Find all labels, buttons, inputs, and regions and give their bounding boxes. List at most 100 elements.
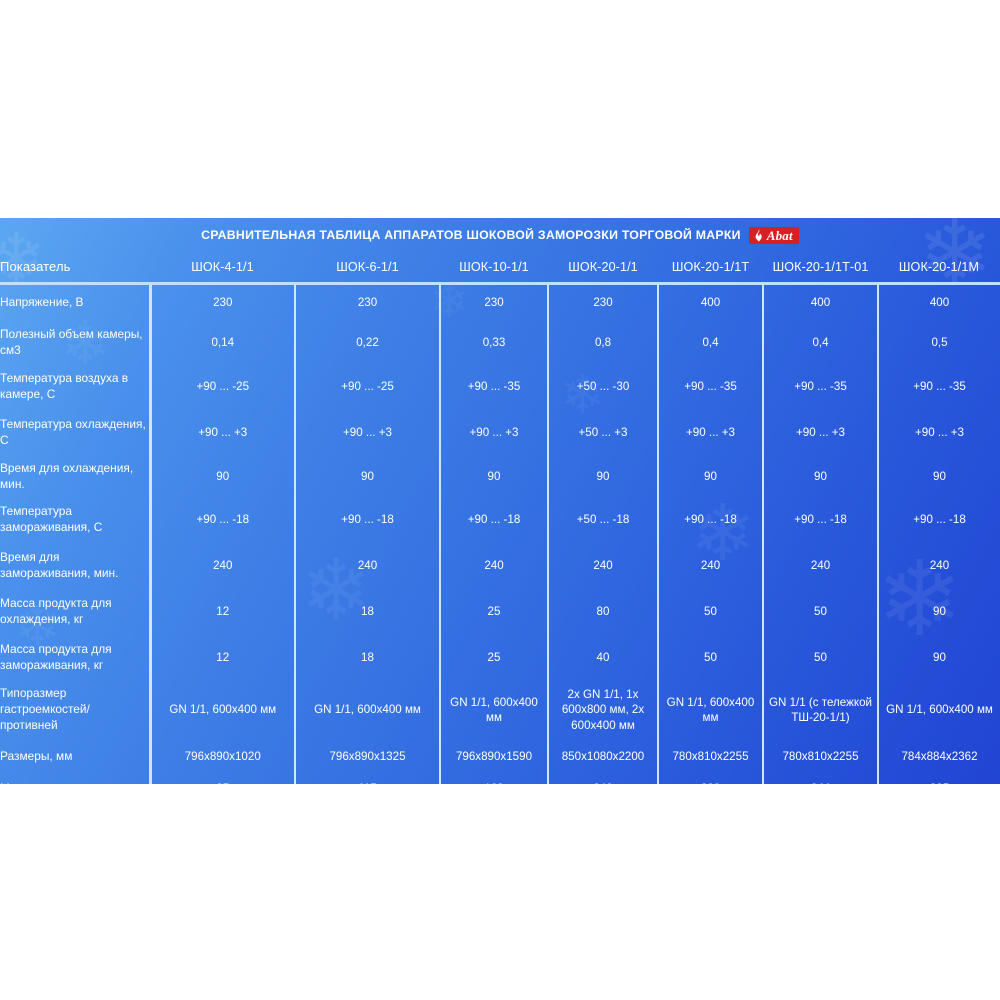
- table-cell: 240: [657, 543, 763, 589]
- table-row: Типоразмер гастроемкостей/ противней GN 1…: [0, 681, 1000, 739]
- column-header-shok-20-t-01: ШОК-20-1/1Т-01: [763, 252, 878, 285]
- table-cell: 400: [877, 283, 1000, 321]
- table-cell: 90: [148, 456, 295, 497]
- table-row: Напряжение, В 230 230 230 230 400 400 400: [0, 283, 1000, 321]
- table-row: Температура охлаждения, С +90 ... +3 +90 .…: [0, 410, 1000, 456]
- table-cell: 0,4: [762, 321, 878, 364]
- table-cell: GN 1/1, 600x400 мм: [877, 681, 1000, 739]
- poster-title-bar: СРАВНИТЕЛЬНАЯ ТАБЛИЦА АППАРАТОВ ШОКОВОЙ …: [0, 218, 1000, 252]
- table-cell: GN 1/1, 600x400 мм: [294, 681, 440, 739]
- table-cell: 85: [148, 774, 295, 784]
- table-cell: +90 ... -25: [148, 364, 295, 410]
- row-label: Время для замораживания, мин.: [0, 550, 119, 580]
- table-cell: 230: [294, 283, 440, 321]
- table-cell: +90 ... -35: [762, 364, 878, 410]
- row-label: Масса, кг: [0, 774, 150, 784]
- table-row: Температура воздуха в камере, С +90 ... -…: [0, 364, 1000, 410]
- table-cell: 796x890x1020: [148, 739, 295, 774]
- table-cell: 850x1080x2200: [547, 739, 658, 774]
- row-label: Размеры, мм: [0, 748, 73, 763]
- table-cell: 168: [439, 774, 548, 784]
- table-cell: 240: [439, 543, 548, 589]
- table-cell: 90: [877, 635, 1000, 681]
- table-cell: 230: [439, 283, 548, 321]
- table-cell: +90 ... -18: [148, 497, 295, 543]
- table-cell: +90 ... -18: [294, 497, 440, 543]
- table-cell: +90 ... -18: [762, 497, 878, 543]
- abat-logo: Abat: [748, 226, 799, 244]
- table-cell: 90: [657, 456, 763, 497]
- table-cell: 115: [294, 774, 440, 784]
- table-cell: GN 1/1, 600x400 мм: [439, 681, 548, 739]
- table-cell: 0,5: [877, 321, 1000, 364]
- table-cell: 90: [547, 456, 658, 497]
- table-cell: 0,14: [148, 321, 295, 364]
- table-cell: 0,8: [547, 321, 658, 364]
- table-cell: 796x890x1325: [294, 739, 440, 774]
- row-label: Полезный объем камеры, см3: [0, 326, 143, 357]
- row-label: Напряжение, В: [0, 294, 84, 309]
- table-cell: 18: [294, 635, 440, 681]
- table-cell: 90: [439, 456, 548, 497]
- table-cell: 50: [762, 589, 878, 635]
- row-label: Масса продукта для замораживания, кг: [0, 642, 112, 672]
- table-cell: 50: [762, 635, 878, 681]
- table-cell: 0,22: [294, 321, 440, 364]
- table-cell: 25: [439, 635, 548, 681]
- table-cell: 50: [657, 589, 763, 635]
- row-label: Типоразмер гастроемкостей/ противней: [0, 686, 90, 732]
- comparison-poster: ❄ ❄ ❄ ❄ ❄ ❄ ❄ ❄ ❄ СРАВНИТЕЛЬНАЯ ТАБЛИЦА …: [0, 218, 1000, 784]
- table-row: Масса продукта для охлаждения, кг 12 18 25 8…: [0, 589, 1000, 635]
- table-cell: 796x890x1590: [439, 739, 548, 774]
- flame-diamond-icon: [755, 228, 762, 242]
- table-row: Масса, кг85115168240220244235: [0, 774, 1000, 784]
- table-cell: 240: [547, 543, 658, 589]
- table-cell: +90 ... -25: [294, 364, 440, 410]
- row-label: Масса продукта для охлаждения, кг: [0, 596, 112, 626]
- table-cell: 230: [148, 283, 295, 321]
- table-cell: +50 ... -30: [547, 364, 658, 410]
- table-cell: +90 ... -18: [877, 497, 1000, 543]
- column-header-shok-20-t: ШОК-20-1/1Т: [658, 252, 763, 285]
- table-cell: 400: [762, 283, 878, 321]
- table-cell: 80: [547, 589, 658, 635]
- table-cell: +90 ... +3: [762, 410, 878, 456]
- table-cell: 18: [294, 589, 440, 635]
- table-cell: +90 ... +3: [294, 410, 440, 456]
- row-label: Температура охлаждения, С: [0, 417, 146, 447]
- table-cell: 90: [877, 456, 1000, 497]
- row-label: Температура замораживания, С: [0, 504, 103, 534]
- table-cell: +90 ... +3: [439, 410, 548, 456]
- column-header-shok-6: ШОК-6-1/1: [295, 252, 440, 285]
- table-cell: +50 ... +3: [547, 410, 658, 456]
- table-cell: 50: [657, 635, 763, 681]
- table-row: Время для охлаждения, мин. 90 90 90 90 90 90 90: [0, 456, 1000, 497]
- abat-logo-text: Abat: [766, 227, 793, 243]
- column-header-parameter: Показатель: [0, 252, 150, 285]
- row-label: Температура воздуха в камере, С: [0, 371, 129, 401]
- table-cell: 240: [294, 543, 440, 589]
- table-cell: 240: [762, 543, 878, 589]
- table-cell: 0,4: [657, 321, 763, 364]
- table-cell: +90 ... +3: [657, 410, 763, 456]
- table-header-row: Показатель ШОК-4-1/1 ШОК-6-1/1 ШОК-10-1/…: [0, 252, 1000, 285]
- table-cell: 240: [148, 543, 295, 589]
- table-cell: 90: [877, 589, 1000, 635]
- table-cell: 12: [148, 589, 295, 635]
- table-cell: 235: [877, 774, 1000, 784]
- table-cell: 784x884x2362: [877, 739, 1000, 774]
- table-cell: +90 ... -18: [657, 497, 763, 543]
- table-cell: 230: [547, 283, 658, 321]
- table-cell: 244: [762, 774, 878, 784]
- table-cell: GN 1/1 (с тележкой ТШ-20-1/1): [762, 681, 878, 739]
- table-cell: +90 ... +3: [148, 410, 295, 456]
- column-header-shok-4: ШОК-4-1/1: [150, 252, 295, 285]
- column-header-shok-20: ШОК-20-1/1: [548, 252, 658, 285]
- table-cell: 2x GN 1/1, 1x 600x800 мм, 2x 600x400 мм: [547, 681, 658, 739]
- table-cell: 240: [547, 774, 658, 784]
- table-cell: 90: [294, 456, 440, 497]
- table-cell: 400: [657, 283, 763, 321]
- table-cell: 90: [762, 456, 878, 497]
- table-cell: GN 1/1, 600x400 мм: [148, 681, 295, 739]
